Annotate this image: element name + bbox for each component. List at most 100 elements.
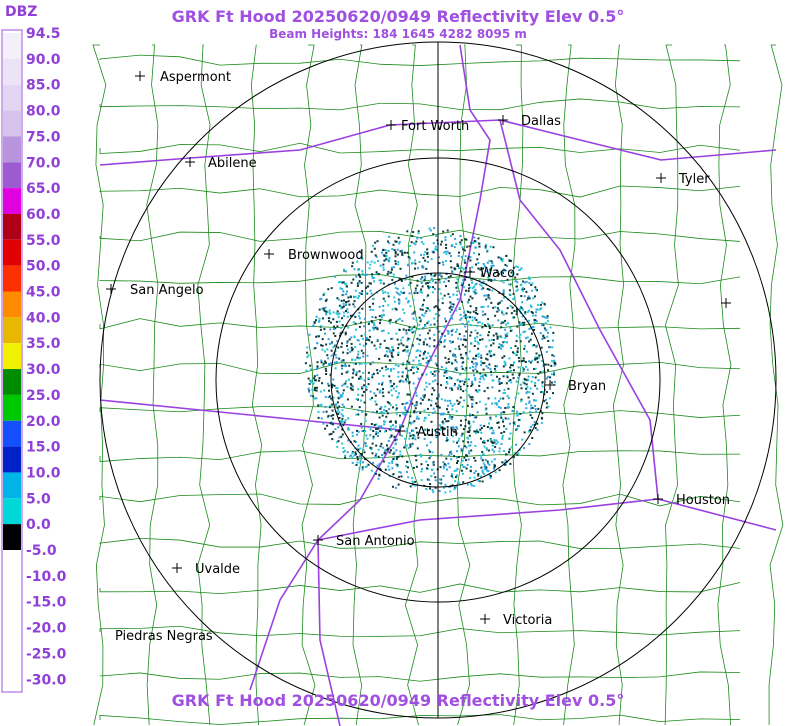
echo-pixel — [353, 296, 355, 299]
echo-pixel — [426, 444, 428, 447]
echo-pixel — [456, 460, 459, 462]
echo-pixel — [406, 339, 409, 342]
echo-pixel — [413, 325, 416, 328]
echo-pixel — [401, 336, 404, 339]
echo-pixel — [398, 299, 401, 302]
echo-pixel — [325, 310, 328, 313]
echo-pixel — [449, 350, 452, 353]
echo-pixel — [343, 299, 345, 302]
echo-pixel — [488, 324, 491, 327]
echo-pixel — [372, 461, 374, 464]
echo-pixel — [385, 251, 388, 254]
echo-pixel — [418, 323, 421, 326]
echo-pixel — [347, 378, 350, 381]
echo-pixel — [488, 327, 491, 330]
echo-pixel — [340, 327, 342, 329]
echo-pixel — [393, 451, 396, 454]
echo-pixel — [529, 429, 532, 431]
echo-pixel — [506, 370, 509, 373]
echo-pixel — [361, 411, 364, 413]
echo-pixel — [322, 309, 325, 311]
echo-pixel — [366, 285, 369, 288]
echo-pixel — [321, 344, 324, 347]
echo-pixel — [445, 457, 448, 460]
echo-pixel — [392, 424, 394, 427]
county-line — [92, 44, 107, 726]
echo-pixel — [430, 277, 433, 280]
echo-pixel — [533, 399, 535, 402]
echo-pixel — [401, 363, 404, 366]
echo-pixel — [508, 450, 510, 453]
echo-pixel — [469, 305, 472, 308]
echo-pixel — [388, 350, 391, 353]
echo-pixel — [522, 357, 525, 360]
echo-pixel — [322, 364, 325, 367]
echo-pixel — [474, 377, 477, 380]
echo-pixel — [484, 408, 487, 411]
echo-pixel — [361, 385, 364, 388]
echo-pixel — [350, 281, 353, 284]
echo-pixel — [416, 337, 419, 340]
echo-pixel — [404, 409, 407, 412]
echo-pixel — [488, 363, 491, 366]
echo-pixel — [480, 457, 483, 460]
echo-pixel — [531, 376, 534, 378]
echo-pixel — [377, 477, 380, 480]
echo-pixel — [424, 350, 426, 353]
echo-pixel — [445, 381, 448, 383]
colorbar-swatch — [3, 188, 21, 214]
echo-pixel — [496, 335, 499, 338]
echo-pixel — [553, 380, 556, 383]
echo-pixel — [355, 447, 358, 450]
echo-pixel — [420, 254, 423, 256]
echo-pixel — [499, 406, 502, 409]
echo-pixel — [346, 341, 349, 344]
echo-pixel — [534, 367, 537, 370]
echo-pixel — [458, 333, 461, 336]
legend-label: 65.0 — [26, 181, 61, 197]
colorbar-swatch — [3, 627, 21, 654]
echo-pixel — [439, 466, 442, 469]
echo-pixel — [342, 351, 345, 354]
echo-pixel — [460, 447, 463, 450]
echo-pixel — [315, 397, 318, 400]
highway — [317, 498, 777, 541]
echo-pixel — [523, 347, 526, 350]
echo-pixel — [389, 272, 391, 275]
echo-pixel — [479, 334, 482, 337]
echo-pixel — [451, 271, 454, 273]
echo-pixel — [440, 482, 443, 485]
echo-pixel — [389, 368, 392, 371]
echo-pixel — [451, 408, 454, 411]
echo-pixel — [516, 453, 519, 456]
echo-pixel — [497, 307, 499, 310]
echo-pixel — [462, 361, 465, 364]
echo-pixel — [491, 444, 494, 447]
echo-pixel — [458, 437, 461, 440]
echo-pixel — [468, 429, 471, 432]
echo-pixel — [412, 421, 415, 424]
echo-pixel — [388, 428, 391, 431]
echo-pixel — [394, 390, 397, 393]
echo-pixel — [518, 269, 521, 271]
echo-pixel — [509, 283, 512, 286]
echo-pixel — [344, 419, 347, 422]
echo-pixel — [334, 404, 337, 407]
echo-pixel — [414, 287, 417, 290]
echo-pixel — [488, 297, 491, 300]
echo-pixel — [322, 422, 325, 425]
echo-pixel — [346, 308, 349, 311]
echo-pixel — [423, 409, 426, 412]
echo-pixel — [426, 261, 429, 263]
echo-pixel — [544, 388, 547, 391]
echo-pixel — [443, 371, 446, 374]
echo-pixel — [476, 335, 479, 338]
echo-pixel — [402, 362, 405, 365]
echo-pixel — [394, 425, 397, 428]
echo-pixel — [507, 387, 510, 390]
echo-pixel — [540, 307, 543, 310]
echo-pixel — [482, 267, 484, 270]
echo-pixel — [344, 331, 347, 334]
echo-pixel — [465, 467, 468, 470]
echo-pixel — [457, 481, 460, 484]
